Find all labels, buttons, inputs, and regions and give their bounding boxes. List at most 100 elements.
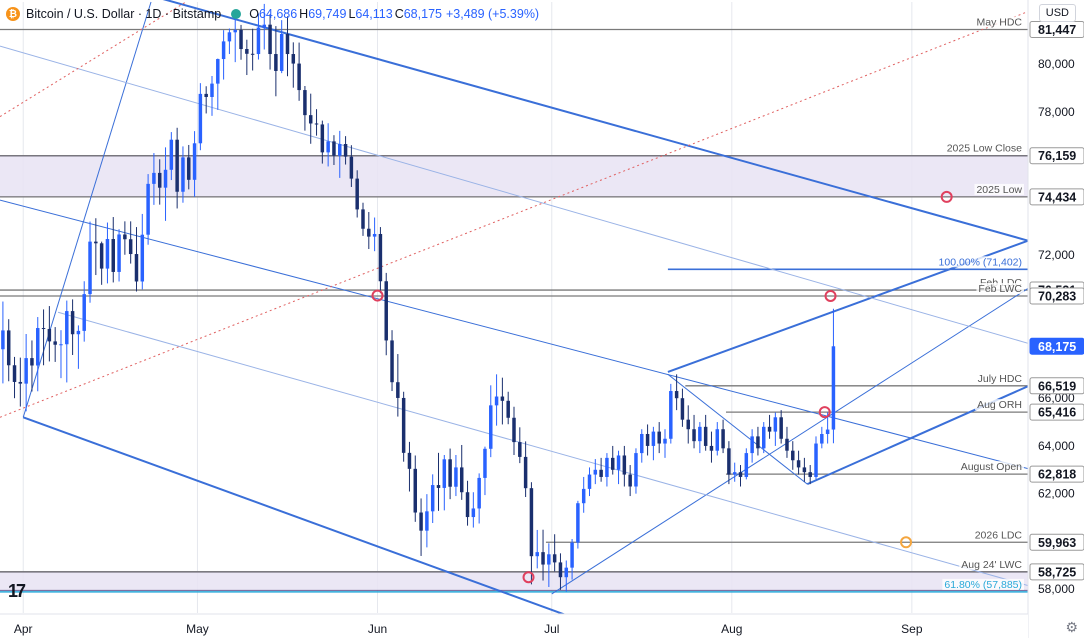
marker-circle <box>522 571 535 584</box>
level-label-bg <box>975 372 1024 384</box>
candle-body <box>541 552 545 565</box>
x-tick-label: May <box>186 622 209 636</box>
candle-body <box>152 172 156 184</box>
candle-body <box>500 396 505 401</box>
level-label: 2025 Low Close <box>947 143 1022 155</box>
candle-body <box>99 243 104 269</box>
candle-body <box>669 391 673 439</box>
candle-body <box>204 93 208 97</box>
level-label-bg <box>974 183 1024 195</box>
currency-button[interactable]: USD <box>1038 4 1076 22</box>
candle-body <box>773 417 778 432</box>
price-label: 62,818 <box>1038 468 1076 482</box>
price-label: 65,416 <box>1038 406 1076 420</box>
marker-circle <box>900 536 913 549</box>
price-label: 66,519 <box>1038 379 1076 393</box>
candle-body <box>686 419 690 430</box>
marker-circle <box>824 289 837 302</box>
level-label-bg <box>959 558 1024 570</box>
trendline-dotted <box>0 11 1029 418</box>
price-label: 68,175 <box>1038 340 1076 354</box>
y-tick-label: 64,000 <box>1038 439 1075 453</box>
low-label: L <box>348 7 356 21</box>
price-axis-bg <box>1028 0 1084 638</box>
candle-body <box>65 311 69 345</box>
candle-body <box>506 400 510 418</box>
candle-body <box>239 29 243 50</box>
price-label-box <box>1029 465 1084 483</box>
candle-body <box>163 169 168 188</box>
candle-body <box>709 445 714 451</box>
candle-body <box>651 431 656 446</box>
time-axis-bg <box>0 614 1028 638</box>
x-tick-label: Apr <box>14 622 33 636</box>
candle-body <box>70 311 75 335</box>
candle-body <box>349 156 354 179</box>
y-tick-label: 72,000 <box>1038 248 1075 262</box>
gear-icon[interactable]: ⚙ <box>1065 619 1078 635</box>
candle-body <box>123 234 127 240</box>
candle-body <box>512 417 516 443</box>
candle-body <box>483 448 487 478</box>
candle-body <box>320 124 325 153</box>
candle-body <box>750 436 754 454</box>
candle-body <box>442 459 447 488</box>
candle-body <box>407 452 412 469</box>
candle-body <box>796 460 801 468</box>
market-status-icon <box>231 9 242 19</box>
level-label: Aug 24' LWC <box>961 559 1022 571</box>
x-tick-label: Sep <box>901 622 923 636</box>
candle-body <box>59 344 63 346</box>
candle-body <box>425 511 429 531</box>
candle-body <box>53 341 57 345</box>
price-label-box <box>1029 147 1084 165</box>
price-label-box <box>1029 563 1084 581</box>
price-label-box <box>1029 403 1084 421</box>
candle-body <box>227 32 232 42</box>
candle-body <box>36 328 40 366</box>
tradingview-logo: 17 <box>8 581 26 601</box>
x-tick-label: Jun <box>368 622 387 636</box>
trendline-main <box>162 0 1029 242</box>
candle-body <box>279 33 284 71</box>
candle-body <box>738 472 743 477</box>
level-label: Aug ORH <box>977 399 1022 411</box>
candle-body <box>134 254 139 282</box>
candle-body <box>761 426 766 449</box>
symbol-title[interactable]: Bitcoin / U.S. Dollar · 1D · Bitstamp <box>26 7 222 21</box>
candle-body <box>192 143 197 180</box>
y-tick-label: 78,000 <box>1038 105 1075 119</box>
candle-body <box>518 442 522 457</box>
open-label: O <box>249 7 259 21</box>
trendline-dotted <box>0 1 187 117</box>
candle-body <box>593 469 598 475</box>
level-label: 61.80% (57,885) <box>944 579 1022 591</box>
candle-body <box>814 443 818 477</box>
candle-body <box>628 474 632 487</box>
open-value: 64,686 <box>258 7 298 21</box>
candle-body <box>663 438 667 444</box>
candle-body <box>308 115 313 124</box>
candle-body <box>128 239 133 255</box>
level-labels: May HDC 2025 Low Close 2025 Low 100.00% (71… <box>936 16 1024 591</box>
candle-body <box>76 330 81 335</box>
candle-body <box>47 328 52 342</box>
candle-body <box>30 358 34 366</box>
candle-body <box>767 426 772 432</box>
time-axis: Apr May Jun Jul Aug Sep <box>0 613 1028 638</box>
bitcoin-icon: ₿ <box>6 7 20 21</box>
candle-body <box>744 453 749 477</box>
candle-body <box>802 467 807 473</box>
candle-body <box>338 144 342 156</box>
candle-body <box>605 457 609 477</box>
candle-body <box>117 234 121 272</box>
candle-body <box>825 429 830 434</box>
candle-body <box>187 157 191 180</box>
candle-body <box>210 83 214 97</box>
candle-body <box>18 381 23 384</box>
candle-body <box>703 426 708 446</box>
candle-body <box>645 433 650 446</box>
candle-body <box>622 455 627 475</box>
price-label: 58,725 <box>1038 565 1076 579</box>
candle-body <box>552 554 557 563</box>
